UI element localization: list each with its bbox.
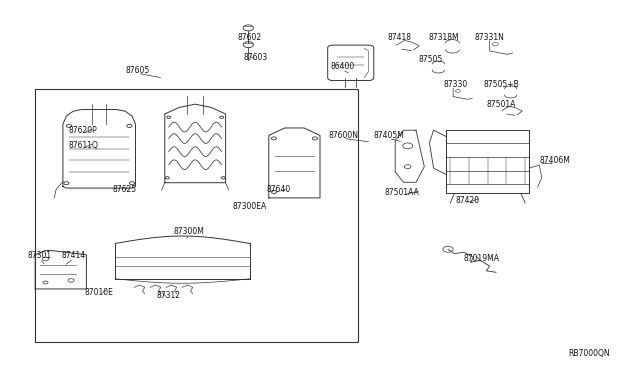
- Text: 87501AA: 87501AA: [385, 188, 419, 197]
- Text: 87301: 87301: [28, 251, 52, 260]
- Text: 87505: 87505: [419, 55, 443, 64]
- Text: 87414: 87414: [61, 251, 86, 260]
- Text: 87418: 87418: [388, 33, 412, 42]
- Text: 87019MA: 87019MA: [464, 254, 500, 263]
- Text: 87640: 87640: [266, 185, 291, 194]
- Text: 87331N: 87331N: [475, 33, 504, 42]
- Text: 87625: 87625: [113, 185, 137, 194]
- Text: 87611Q: 87611Q: [68, 141, 98, 150]
- Text: RB7000QN: RB7000QN: [568, 349, 610, 358]
- Text: 87312: 87312: [156, 291, 180, 300]
- Text: 87602: 87602: [237, 33, 262, 42]
- Text: 86400: 86400: [330, 62, 355, 71]
- Text: 87603: 87603: [244, 53, 268, 62]
- Text: 87501A: 87501A: [486, 100, 516, 109]
- Text: 87605: 87605: [125, 66, 150, 75]
- Text: 87300M: 87300M: [173, 227, 204, 236]
- Text: 87300EA: 87300EA: [232, 202, 267, 211]
- Text: 87420: 87420: [455, 196, 479, 205]
- Text: 87318M: 87318M: [428, 33, 459, 42]
- Text: 87330: 87330: [444, 80, 468, 89]
- Text: 87406M: 87406M: [540, 156, 570, 165]
- Text: 87600N: 87600N: [328, 131, 358, 140]
- Text: 87405M: 87405M: [373, 131, 404, 140]
- Bar: [35, 89, 358, 342]
- Text: 87010E: 87010E: [84, 288, 114, 296]
- Text: 87620P: 87620P: [69, 126, 97, 135]
- Text: 87505+B: 87505+B: [483, 80, 519, 89]
